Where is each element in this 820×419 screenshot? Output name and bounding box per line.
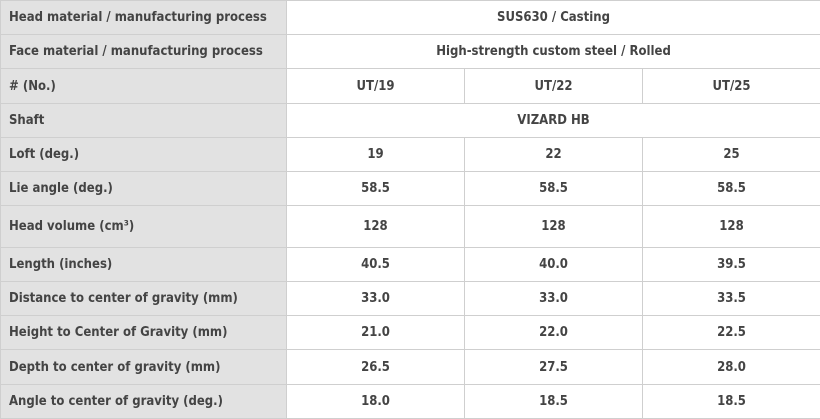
table-row: Face material / manufacturing process Hig… bbox=[0, 34, 820, 70]
cell: 18.0 bbox=[286, 383, 465, 419]
table-row: # (No.) UT/19 UT/22 UT/25 bbox=[0, 68, 820, 104]
cell: 40.5 bbox=[286, 246, 465, 282]
cell: 22.5 bbox=[641, 315, 820, 351]
row-label: Lie angle (deg.) bbox=[0, 171, 287, 207]
cell: 39.5 bbox=[641, 246, 820, 282]
cell: VIZARD HB bbox=[285, 102, 820, 138]
table-row: Lie angle (deg.) 58.5 58.5 58.5 bbox=[0, 171, 820, 207]
cell: SUS630 / Casting bbox=[285, 0, 820, 36]
cell: 26.5 bbox=[286, 349, 465, 385]
cell: 25 bbox=[641, 136, 820, 173]
cell: 33.0 bbox=[286, 280, 465, 317]
cell: 18.5 bbox=[641, 383, 820, 419]
table-row: Head material / manufacturing process SUS… bbox=[0, 0, 820, 36]
table-row: Height to Center of Gravity (mm) 21.0 22.0… bbox=[0, 315, 820, 351]
row-label: Height to Center of Gravity (mm) bbox=[0, 315, 287, 351]
cell: 27.5 bbox=[464, 349, 643, 385]
cell: 28.0 bbox=[641, 349, 820, 385]
cell: 128 bbox=[464, 205, 643, 248]
cell: UT/19 bbox=[286, 68, 465, 104]
row-label: Distance to center of gravity (mm) bbox=[0, 280, 287, 317]
cell: UT/25 bbox=[641, 68, 820, 104]
cell: 40.0 bbox=[464, 246, 643, 282]
table-row: Angle to center of gravity (deg.) 18.0 18.… bbox=[0, 383, 820, 419]
table-row: Depth to center of gravity (mm) 26.5 27.5 2… bbox=[0, 349, 820, 385]
table-row: Distance to center of gravity (mm) 33.0 33… bbox=[0, 280, 820, 317]
cell: 33.5 bbox=[641, 280, 820, 317]
cell: 22.0 bbox=[464, 315, 643, 351]
table-row: Shaft VIZARD HB bbox=[0, 102, 820, 138]
cell: 128 bbox=[286, 205, 465, 248]
cell: UT/22 bbox=[464, 68, 643, 104]
row-label: Head material / manufacturing process bbox=[0, 0, 287, 36]
cell: 22 bbox=[464, 136, 643, 173]
cell: 58.5 bbox=[286, 171, 465, 207]
row-label: Head volume (cm³) bbox=[0, 205, 287, 248]
table-row: Length (inches) 40.5 40.0 39.5 bbox=[0, 246, 820, 282]
row-label: Shaft bbox=[0, 102, 287, 138]
table-row: Head volume (cm³) 128 128 128 bbox=[0, 205, 820, 248]
cell: 33.0 bbox=[464, 280, 643, 317]
cell: 58.5 bbox=[641, 171, 820, 207]
cell: 19 bbox=[286, 136, 465, 173]
cell: 21.0 bbox=[286, 315, 465, 351]
row-label: Angle to center of gravity (deg.) bbox=[0, 383, 287, 419]
row-label: Depth to center of gravity (mm) bbox=[0, 349, 287, 385]
cell: High-strength custom steel / Rolled bbox=[285, 34, 820, 70]
row-label: # (No.) bbox=[0, 68, 287, 104]
row-label: Length (inches) bbox=[0, 246, 287, 282]
cell: 18.5 bbox=[464, 383, 643, 419]
cell: 58.5 bbox=[464, 171, 643, 207]
cell: 128 bbox=[641, 205, 820, 248]
table-row: Loft (deg.) 19 22 25 bbox=[0, 136, 820, 173]
row-label: Face material / manufacturing process bbox=[0, 34, 287, 70]
row-label: Loft (deg.) bbox=[0, 136, 287, 173]
